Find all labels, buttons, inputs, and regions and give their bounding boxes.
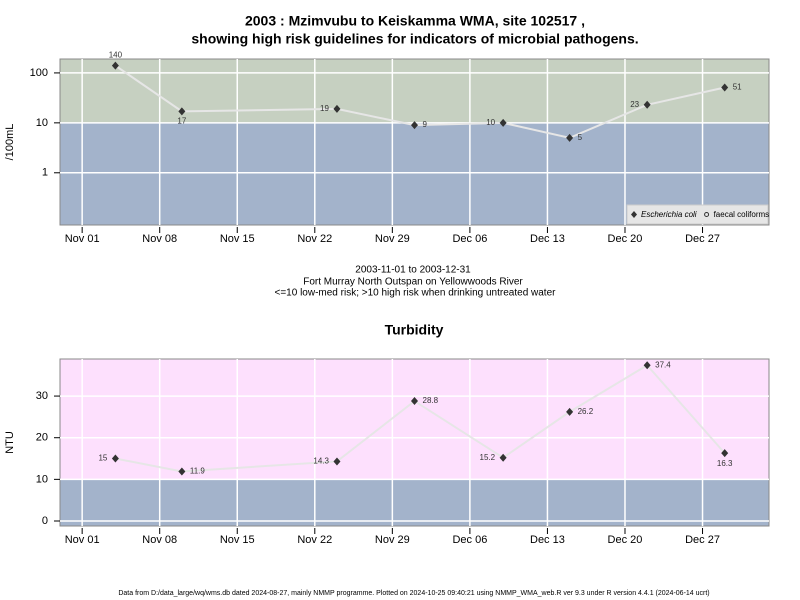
x-tick-label: Dec 27 [685, 233, 720, 245]
chart-title: 2003 : Mzimvubu to Keiskamma WMA, site 1… [245, 13, 585, 29]
value-label: 26.2 [578, 407, 594, 416]
value-label: 28.8 [423, 396, 439, 405]
data-point [721, 83, 729, 92]
note: <=10 low-med risk; >10 high risk when dr… [275, 288, 557, 299]
data-point [111, 61, 119, 70]
data-point [566, 407, 574, 416]
chart-title: Turbidity [385, 322, 444, 338]
y-tick-label: 10 [36, 473, 48, 485]
data-point [499, 453, 507, 462]
x-tick-label: Nov 01 [65, 534, 100, 546]
data-point [643, 361, 651, 370]
legend-marker [704, 212, 710, 217]
data-point [411, 397, 418, 406]
footer: Data from D:/data_large/wq/wms.db dated … [118, 590, 709, 597]
x-tick-label: Dec 27 [685, 534, 720, 546]
band-above [60, 359, 769, 480]
value-label: 15.2 [480, 453, 496, 462]
series-line [115, 363, 726, 473]
data-point [178, 467, 186, 476]
data-point [721, 449, 729, 458]
chart-subtitle: showing high risk guidelines for indicat… [191, 31, 638, 47]
x-tick-label: Nov 15 [220, 534, 255, 546]
value-label: 37.4 [655, 360, 671, 369]
value-label: 51 [733, 83, 742, 92]
x-tick-label: Nov 22 [297, 233, 332, 245]
value-label: 17 [177, 116, 186, 125]
y-axis-label: /100mL [4, 124, 16, 161]
x-tick-label: Nov 29 [375, 233, 410, 245]
x-tick-label: Dec 06 [452, 534, 487, 546]
note: 2003-11-01 to 2003-12-31 [355, 265, 471, 276]
data-point [499, 118, 507, 127]
band-below [60, 479, 769, 526]
y-tick-label: 100 [30, 67, 48, 79]
y-tick-label: 20 [36, 432, 48, 444]
legend-label: Escherichia coli [641, 210, 697, 219]
x-tick-label: Nov 22 [297, 534, 332, 546]
value-label: 19 [320, 104, 329, 113]
value-label: 11.9 [190, 467, 206, 476]
data-point [178, 107, 186, 116]
y-tick-label: 0 [42, 515, 48, 527]
band-above [60, 59, 769, 123]
data-point [411, 121, 418, 130]
data-point [566, 133, 574, 142]
y-axis-label: NTU [4, 431, 16, 454]
value-label: 23 [630, 100, 639, 109]
x-tick-label: Dec 13 [530, 233, 565, 245]
legend-label: faecal coliforms [714, 210, 770, 219]
data-point [111, 454, 119, 463]
plot-frame [59, 58, 770, 226]
value-label: 5 [578, 133, 583, 142]
legend-marker [631, 211, 637, 218]
y-tick-label: 1 [42, 167, 48, 179]
x-tick-label: Dec 13 [530, 534, 565, 546]
value-label: 10 [486, 118, 495, 127]
data-point [333, 104, 341, 113]
plot-frame [59, 358, 770, 527]
data-point [333, 457, 341, 466]
x-tick-label: Nov 29 [375, 534, 410, 546]
x-tick-label: Nov 01 [65, 233, 100, 245]
x-tick-label: Nov 15 [220, 233, 255, 245]
y-tick-label: 30 [36, 390, 48, 402]
value-label: 16.3 [717, 459, 733, 468]
x-tick-label: Dec 20 [608, 534, 643, 546]
note: Fort Murray North Outspan on Yellowwoods… [303, 277, 523, 288]
data-point [643, 100, 651, 109]
y-tick-label: 10 [36, 117, 48, 129]
value-label: 14.3 [313, 457, 329, 466]
value-label: 140 [109, 51, 123, 60]
legend-box [626, 204, 769, 225]
x-tick-label: Dec 06 [452, 233, 487, 245]
value-label: 9 [423, 120, 428, 129]
x-tick-label: Nov 08 [142, 233, 177, 245]
series-line [114, 64, 725, 139]
value-label: 15 [98, 454, 107, 463]
x-tick-label: Dec 20 [608, 233, 643, 245]
x-tick-label: Nov 08 [142, 534, 177, 546]
